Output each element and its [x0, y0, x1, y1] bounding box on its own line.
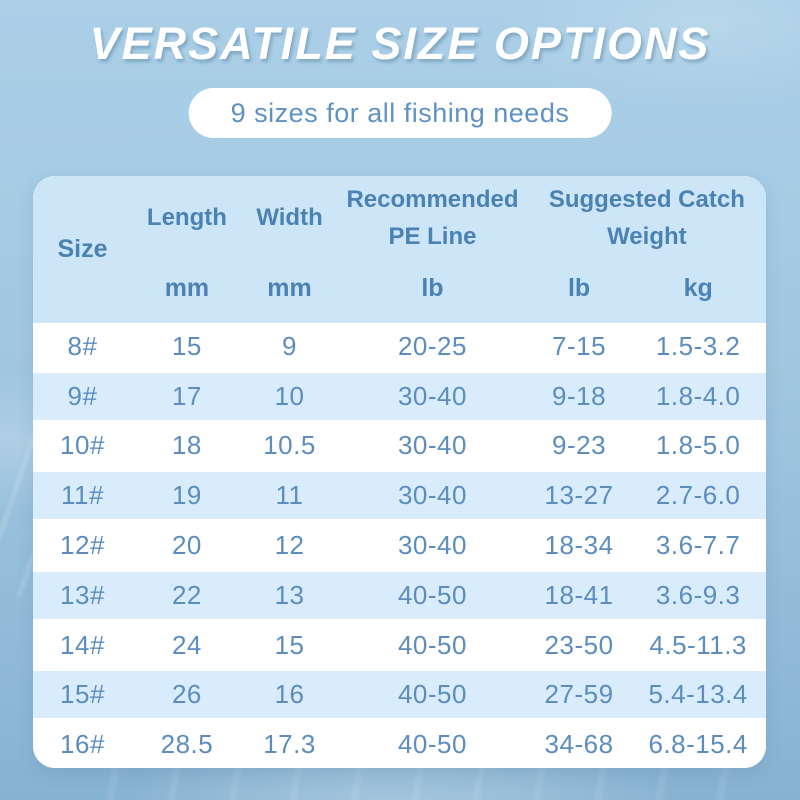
table-cell-length: 22: [171, 579, 202, 610]
subtitle-pill: 9 sizes for all fishing needs: [188, 88, 612, 138]
column-header-width: Width: [256, 204, 323, 231]
table-cell-size: 14#: [60, 629, 105, 660]
table-cell-pe-line: 30-40: [397, 380, 467, 411]
table-cell-catch-lb: 34-68: [544, 729, 614, 760]
catch-weight-label-line2: Weight: [607, 223, 687, 250]
table-row: 8# 15 9 20-25 7-15 1.5-3.2: [33, 323, 766, 370]
table-cell-catch-kg: 3.6-7.7: [655, 530, 741, 561]
table-cell-pe-line: 40-50: [397, 729, 467, 760]
table-cell-length: 17: [171, 380, 202, 411]
table-cell-width: 16: [274, 679, 305, 710]
table-cell-length: 28.5: [160, 729, 214, 760]
table-cell-pe-line: 30-40: [397, 480, 467, 511]
unit-catch-kg: kg: [683, 274, 713, 302]
table-cell-pe-line: 40-50: [397, 579, 467, 610]
table-row: 9# 17 10 30-40 9-18 1.8-4.0: [33, 369, 766, 423]
table-cell-catch-kg: 2.7-6.0: [655, 480, 741, 511]
table-cell-width: 15: [274, 629, 305, 660]
column-header-pe-line: Recommended PE Line: [337, 176, 528, 260]
table-row: 13# 22 13 40-50 18-41 3.6-9.3: [33, 568, 766, 622]
table-cell-length: 15: [171, 330, 202, 361]
table-body: 8# 15 9 20-25 7-15 1.5-3.2 9# 17 10 30-40 9-18 1.8-…: [33, 323, 766, 768]
table-cell-length: 24: [171, 629, 202, 660]
table-cell-pe-line: 20-25: [397, 330, 467, 361]
table-cell-size: 13#: [60, 579, 105, 610]
table-cell-width: 12: [274, 530, 305, 561]
table-cell-length: 18: [171, 430, 202, 461]
table-row: 12# 20 12 30-40 18-34 3.6-7.7: [33, 522, 766, 569]
table-cell-size: 11#: [61, 480, 104, 511]
table-row: 11# 19 11 30-40 13-27 2.7-6.0: [33, 469, 766, 523]
table-cell-pe-line: 30-40: [397, 430, 467, 461]
table-cell-length: 26: [171, 679, 202, 710]
table-cell-length: 19: [171, 480, 202, 511]
table-cell-width: 9: [282, 330, 298, 361]
table-row: 14# 24 15 40-50 23-50 4.5-11.3: [33, 621, 766, 669]
table-row: 10# 18 10.5 30-40 9-23 1.8-5.0: [33, 422, 766, 470]
table-cell-pe-line: 30-40: [397, 530, 467, 561]
table-cell-catch-kg: 1.8-4.0: [655, 380, 741, 411]
table-cell-catch-lb: 27-59: [544, 679, 614, 710]
table-cell-catch-kg: 5.4-13.4: [648, 679, 748, 710]
table-cell-catch-lb: 18-41: [544, 579, 614, 610]
table-cell-pe-line: 40-50: [397, 679, 467, 710]
table-cell-size: 12#: [60, 530, 105, 561]
table-cell-catch-lb: 13-27: [544, 480, 614, 511]
table-cell-catch-lb: 7-15: [552, 330, 607, 361]
table-cell-width: 13: [274, 579, 305, 610]
table-cell-width: 10: [274, 380, 305, 411]
table-cell-catch-kg: 3.6-9.3: [655, 579, 741, 610]
table-cell-catch-lb: 9-18: [552, 380, 607, 411]
table-row: 16# 28.5 17.3 40-50 34-68 6.8-15.4: [33, 721, 766, 768]
page-title: VERSATILE SIZE OPTIONS: [89, 18, 711, 69]
table-cell-catch-kg: 1.5-3.2: [655, 330, 741, 361]
table-cell-width: 11: [275, 480, 304, 511]
column-header-length: Length: [146, 204, 227, 231]
table-row: 15# 26 16 40-50 27-59 5.4-13.4: [33, 668, 766, 722]
subtitle-text: 9 sizes for all fishing needs: [230, 98, 570, 128]
pe-line-label-line1: Recommended: [346, 185, 519, 213]
table-cell-size: 10#: [60, 430, 105, 461]
catch-weight-label-line1: Suggested Catch: [548, 185, 745, 213]
table-cell-pe-line: 40-50: [397, 629, 467, 660]
table-cell-catch-kg: 4.5-11.3: [649, 629, 747, 660]
table-cell-size: 9#: [67, 380, 98, 411]
table-cell-length: 20: [171, 530, 202, 561]
unit-length-mm: mm: [164, 274, 210, 302]
table-cell-catch-kg: 1.8-5.0: [655, 430, 741, 461]
pe-line-label-line2: PE Line: [388, 223, 477, 250]
table-cell-width: 17.3: [263, 729, 316, 760]
table-cell-size: 16#: [60, 729, 105, 760]
unit-pe-line-lb: lb: [421, 274, 444, 302]
table-cell-size: 8#: [67, 330, 98, 361]
table-cell-size: 15#: [60, 679, 105, 710]
column-header-size: Size: [57, 235, 108, 263]
unit-width-mm: mm: [267, 274, 312, 302]
table-header: Size Length Width Recommended PE Line Su…: [33, 176, 766, 323]
size-table-card: Size Length Width Recommended PE Line Su…: [33, 176, 766, 768]
table-cell-catch-lb: 9-23: [552, 430, 607, 461]
table-cell-width: 10.5: [263, 430, 316, 461]
column-header-catch-weight: Suggested Catch Weight: [528, 176, 766, 260]
table-cell-catch-lb: 18-34: [544, 530, 614, 561]
table-cell-catch-lb: 23-50: [544, 629, 614, 660]
table-cell-catch-kg: 6.8-15.4: [648, 729, 748, 760]
unit-catch-lb: lb: [567, 274, 591, 302]
